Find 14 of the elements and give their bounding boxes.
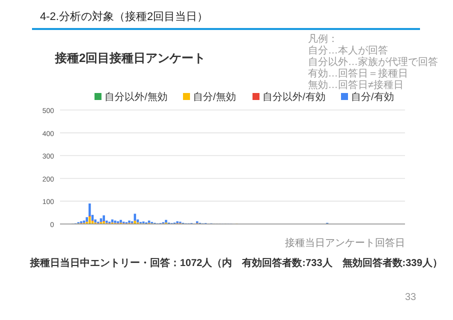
text: 有効…回答日＝接種日 bbox=[308, 68, 408, 80]
legend-label: 自分以外/無効 bbox=[104, 91, 168, 103]
text: 無効…回答日≠接種日 bbox=[308, 79, 404, 91]
legend-label: 自分/無効 bbox=[193, 91, 236, 103]
text: 接種日当日中エントリー・回答：1072人（内 有効回答者数:733人 無効回答者数:339人） bbox=[29, 257, 442, 269]
chart-title: 4-2.分析の対象（接種2回目当日） bbox=[40, 10, 208, 23]
text: 自分以外…家族が代理で回答 bbox=[308, 56, 438, 68]
text: 自分…本人が回答 bbox=[308, 44, 388, 56]
legend-label: 自分以外/有効 bbox=[262, 91, 326, 103]
legend-label: 自分/有効 bbox=[351, 91, 394, 103]
text: 凡例： bbox=[308, 34, 338, 45]
chart-subtitle: 接種2回目接種日アンケート bbox=[54, 51, 206, 65]
text: 33 bbox=[405, 292, 417, 303]
x-axis-title: 接種当日アンケート回答日 bbox=[285, 237, 405, 249]
